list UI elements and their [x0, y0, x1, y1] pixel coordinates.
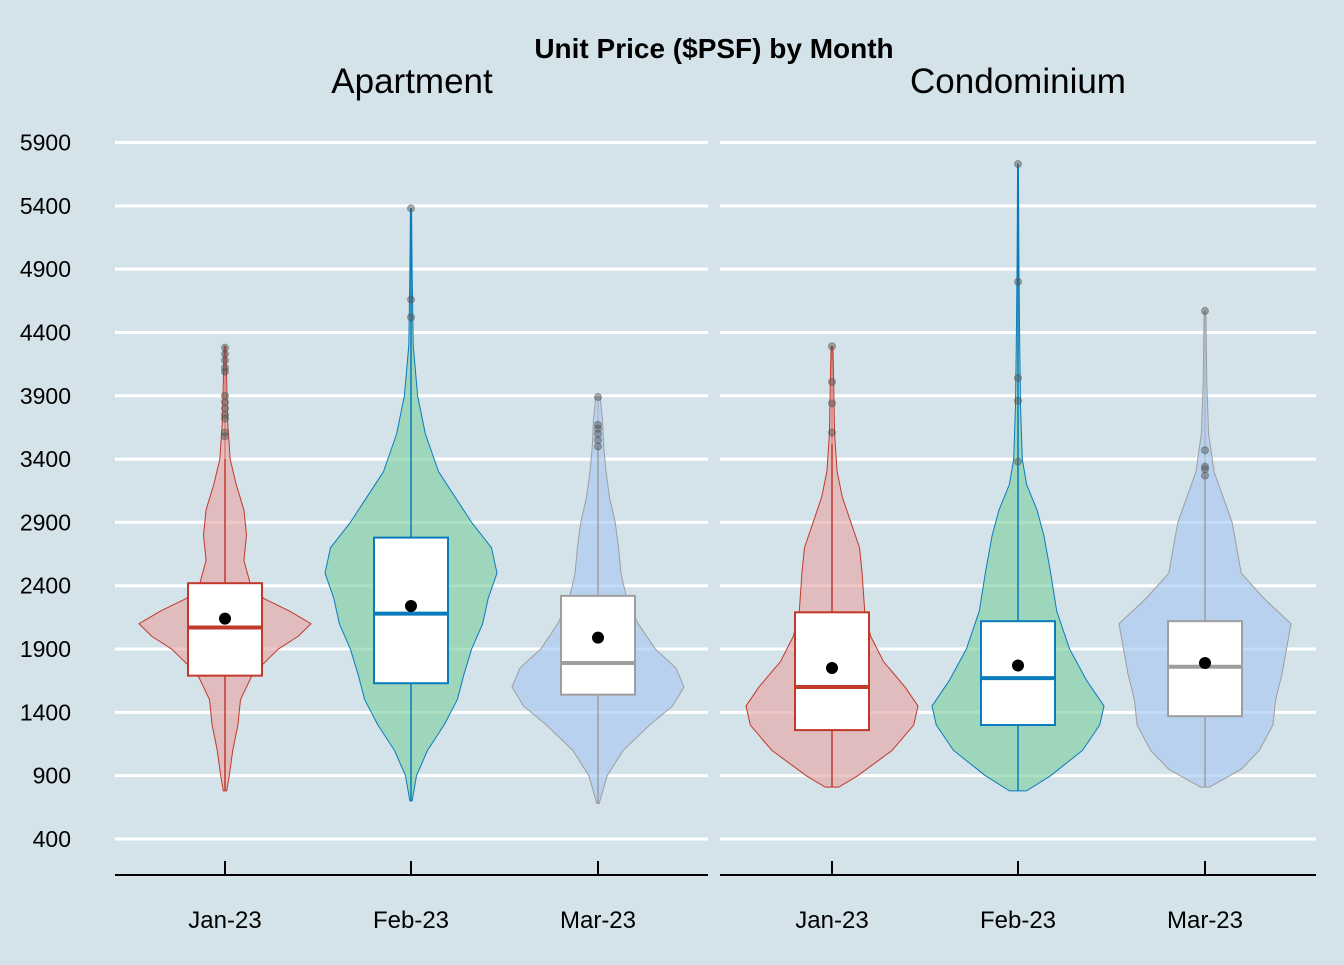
- y-tick-label: 4400: [20, 319, 71, 345]
- outlier-point: [828, 377, 836, 386]
- panels: Apartment Jan-23 Feb-23 Mar-23 Condominium Ja…: [115, 62, 1316, 934]
- mean-point: [826, 662, 838, 675]
- chart-title: Unit Price ($PSF) by Month: [534, 33, 893, 64]
- y-tick-label: 3400: [20, 446, 71, 472]
- y-tick-label: 3900: [20, 383, 71, 409]
- y-tick-label: 2400: [20, 573, 71, 599]
- outlier-point: [221, 428, 229, 437]
- x-tick-label: Mar-23: [1167, 907, 1243, 934]
- outlier-point: [1014, 457, 1022, 466]
- x-tick-label: Feb-23: [373, 907, 449, 934]
- panel-condominium: Condominium Jan-23 Feb-23 Mar-23: [720, 62, 1316, 934]
- y-tick-label: 1900: [20, 636, 71, 662]
- x-tick-label: Jan-23: [188, 907, 261, 934]
- outlier-point: [221, 349, 229, 358]
- outlier-point: [828, 428, 836, 437]
- y-tick-label: 5900: [20, 130, 71, 156]
- outlier-point: [221, 404, 229, 413]
- y-tick-label: 2900: [20, 509, 71, 535]
- mean-point: [405, 599, 417, 612]
- mean-point: [1012, 659, 1024, 672]
- outlier-point: [1201, 462, 1209, 471]
- outlier-point: [594, 393, 602, 402]
- group-mar-23: Mar-23: [511, 393, 685, 934]
- outlier-point: [594, 436, 602, 445]
- x-tick-label: Feb-23: [980, 907, 1056, 934]
- y-tick-label: 5400: [20, 193, 71, 219]
- outlier-point: [221, 410, 229, 419]
- outlier-point: [407, 295, 415, 304]
- group-jan-23: Jan-23: [745, 342, 919, 934]
- outlier-point: [407, 313, 415, 322]
- outlier-point: [1014, 396, 1022, 405]
- panel-title: Apartment: [331, 62, 493, 101]
- outlier-point: [1201, 465, 1209, 474]
- outlier-point: [1201, 446, 1209, 455]
- outlier-point: [407, 204, 415, 213]
- outlier-point: [828, 399, 836, 408]
- y-tick-label: 400: [33, 826, 71, 852]
- outlier-point: [221, 363, 229, 372]
- outlier-point: [221, 343, 229, 352]
- outlier-point: [828, 342, 836, 351]
- panel-title: Condominium: [910, 62, 1126, 101]
- y-tick-label: 900: [33, 763, 71, 789]
- box-iqr: [980, 620, 1056, 727]
- x-tick-label: Jan-23: [795, 907, 868, 934]
- x-tick-label: Mar-23: [560, 907, 636, 934]
- group-feb-23: Feb-23: [324, 204, 498, 934]
- y-axis: 400 900 1400 1900 2400 2900 3400 3900 4400 4900 54…: [20, 130, 71, 853]
- y-tick-label: 1400: [20, 699, 71, 725]
- group-mar-23: Mar-23: [1118, 306, 1292, 934]
- outlier-point: [594, 442, 602, 451]
- outlier-point: [221, 356, 229, 365]
- mean-point: [1199, 656, 1211, 669]
- mean-point: [592, 631, 604, 644]
- panel-apartment: Apartment Jan-23 Feb-23 Mar-23: [115, 62, 708, 934]
- box-iqr: [560, 594, 636, 696]
- y-tick-label: 4900: [20, 256, 71, 282]
- outlier-point: [1201, 471, 1209, 480]
- gridlines: [115, 141, 1316, 841]
- outlier-point: [221, 391, 229, 400]
- group-jan-23: Jan-23: [138, 343, 312, 934]
- group-feb-23: Feb-23: [931, 160, 1105, 934]
- outlier-point: [1014, 277, 1022, 286]
- outlier-point: [594, 420, 602, 429]
- outlier-point: [221, 398, 229, 407]
- mean-point: [219, 612, 231, 625]
- outlier-point: [1014, 374, 1022, 383]
- outlier-point: [1201, 306, 1209, 315]
- outlier-point: [1014, 160, 1022, 169]
